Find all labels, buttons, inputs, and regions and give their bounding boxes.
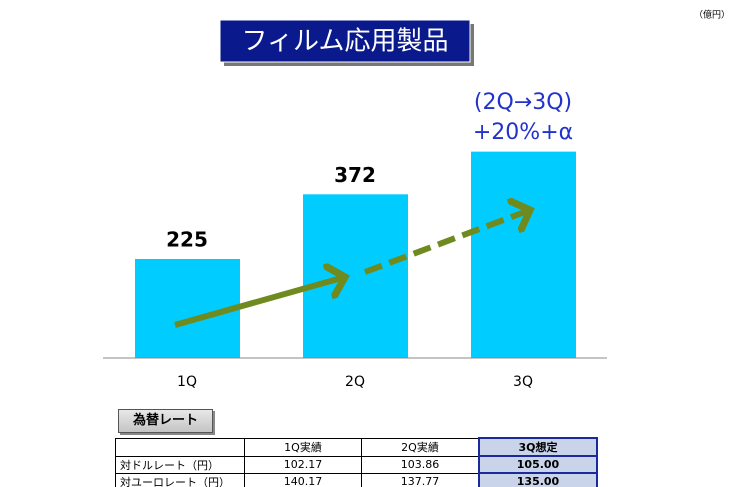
bars: 1Q 225 2Q 372 3Q xyxy=(135,151,576,390)
trend-arrow xyxy=(174,277,345,328)
x-tick-label: 3Q xyxy=(513,374,533,390)
table-cell: 対ドルレート（円） xyxy=(115,455,245,474)
x-tick-label: 1Q xyxy=(177,374,197,390)
title-box xyxy=(219,19,471,63)
x-tick-label: 2Q xyxy=(345,374,365,390)
trend-arrow-dashed xyxy=(363,210,530,275)
table-cell: 対ユーロレート（円） xyxy=(115,472,245,487)
table-cell: 105.00 xyxy=(478,455,598,474)
chart: フィルム応用製品 （億円） (2Q→3Q) +20%+α 1Q 225 2Q 372 3… xyxy=(103,9,730,390)
table-cell xyxy=(115,437,245,457)
bar xyxy=(471,151,576,358)
table-cell: 137.77 xyxy=(361,472,480,487)
table-row: 1Q実績 2Q実績 3Q想定 xyxy=(115,437,598,457)
table-cell: 1Q実績 xyxy=(244,437,362,457)
bar xyxy=(303,194,408,358)
table-cell: 103.86 xyxy=(361,455,480,474)
table-row: 対ドルレート（円） 102.17 103.86 105.00 xyxy=(115,455,598,474)
annotation: +20%+α xyxy=(473,120,573,145)
rate-table: 1Q実績 2Q実績 3Q想定 対ドルレート（円） 102.17 103.86 105.00 対… xyxy=(115,437,598,487)
data-label: 225 xyxy=(166,228,208,252)
unit-label: （億円） xyxy=(694,9,730,21)
data-label: 372 xyxy=(334,163,376,187)
table-row: 対ユーロレート（円） 140.17 137.77 135.00 xyxy=(115,472,598,487)
table-cell: 140.17 xyxy=(244,472,362,487)
button[interactable]: 為替レート xyxy=(118,409,213,433)
table-cell: 102.17 xyxy=(244,455,362,474)
chart-title: フィルム応用製品 xyxy=(242,27,449,57)
annotation: (2Q→3Q) xyxy=(474,90,572,115)
table-cell: 2Q実績 xyxy=(361,437,480,457)
table-cell: 135.00 xyxy=(478,472,598,487)
table-cell: 3Q想定 xyxy=(478,437,598,457)
